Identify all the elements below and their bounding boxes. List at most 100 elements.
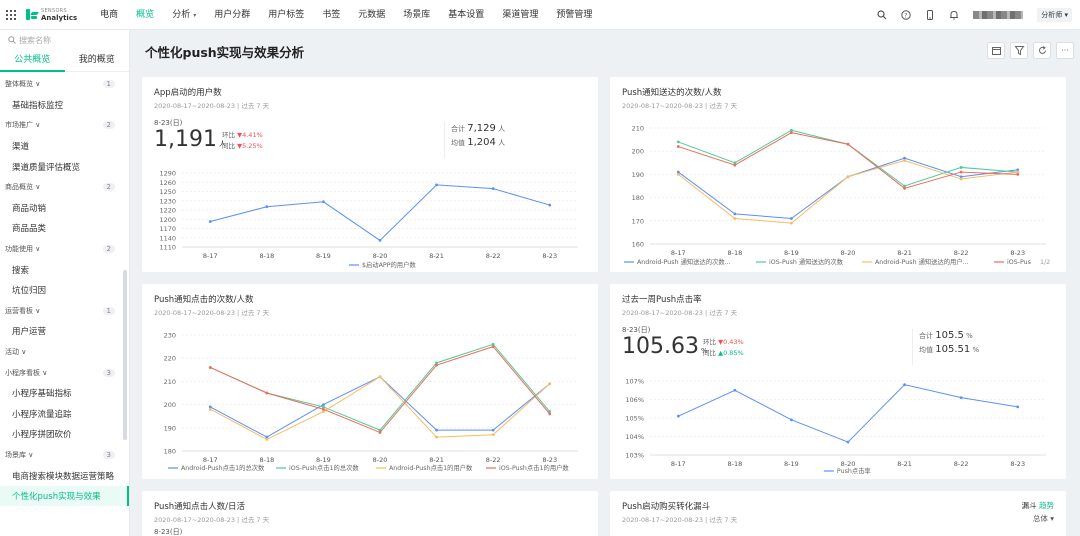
nav-item-5[interactable]: 书签	[313, 0, 349, 30]
x-tick-label: 8-17	[671, 460, 686, 468]
refresh-icon[interactable]	[1033, 42, 1051, 59]
more-icon[interactable]: ···	[1056, 42, 1074, 59]
sidebar-tabs: 公共概览 我的概览	[0, 50, 129, 72]
sidebar-group-label: 运营看板 ∨	[5, 306, 41, 315]
x-tick-label: 8-20	[841, 249, 856, 257]
search-icon[interactable]	[877, 10, 887, 20]
sidebar-group[interactable]: 场景库 ∨ 3	[0, 445, 129, 466]
nav-item-label: 分析	[172, 9, 191, 20]
nav-item-10[interactable]: 预警管理	[547, 0, 601, 30]
series-line	[677, 159, 1018, 224]
nav-item-8[interactable]: 基本设置	[439, 0, 493, 30]
data-point	[435, 183, 438, 187]
y-tick-label: 200	[164, 401, 176, 409]
comparison: 环比 ▼4.41% 同比 ▼5.25%	[222, 131, 263, 150]
data-point	[378, 239, 382, 242]
data-point	[435, 361, 438, 365]
data-point	[491, 433, 495, 437]
sidebar-group[interactable]: 小程序看板 ∨ 3	[0, 362, 129, 383]
chevron-down-icon: ▾	[193, 11, 197, 19]
y-tick-label: 1290	[159, 170, 176, 178]
sidebar-item[interactable]: 渠道	[12, 142, 30, 153]
card-app-start: App启动的用户数 2020-08-17~2020-08-23 | 过去 7 天…	[142, 77, 598, 272]
logo[interactable]: SENSORS Analytics	[26, 8, 77, 22]
calendar-icon[interactable]	[987, 42, 1005, 59]
sidebar-item[interactable]: 小程序流量追踪	[12, 409, 72, 420]
sidebar-item[interactable]: 基础指标监控	[12, 100, 64, 111]
bell-icon[interactable]	[949, 10, 959, 20]
funnel-view-tabs: 漏斗 趋势	[1022, 500, 1054, 511]
sidebar-group[interactable]: 市场推广 ∨ 2	[0, 115, 129, 136]
x-tick-label: 8-21	[897, 460, 912, 468]
sidebar-group[interactable]: 运营看板 ∨ 1	[0, 301, 129, 322]
sidebar-group-count: 3	[102, 450, 115, 459]
sidebar-group[interactable]: 活动 ∨	[0, 342, 129, 363]
y-tick-label: 1260	[159, 179, 176, 187]
sidebar-group[interactable]: 功能使用 ∨ 2	[0, 239, 129, 260]
sidebar-item[interactable]: 小程序拼团砍价	[12, 430, 72, 441]
nav-item-6[interactable]: 元数据	[349, 0, 394, 30]
svg-text:?: ?	[904, 13, 907, 20]
sidebar-group-count: 3	[102, 368, 115, 377]
sidebar-item[interactable]: 搜索	[12, 265, 30, 276]
legend-label: iOS-Push点击1的总次数	[289, 463, 359, 472]
sidebar-group[interactable]: 整体概览 ∨ 1	[0, 74, 129, 95]
nav-item-7[interactable]: 场景库	[394, 0, 439, 30]
sidebar-scrollbar[interactable]	[123, 270, 127, 440]
y-tick-label: 1220	[159, 207, 176, 215]
data-point	[790, 217, 793, 220]
sidebar-item[interactable]: 渠道质量评估概览	[12, 162, 81, 173]
data-point	[846, 175, 850, 179]
funnel-group-select[interactable]: 总体 ▾	[1032, 514, 1054, 523]
data-point	[733, 212, 737, 216]
card-subtitle: 2020-08-17~2020-08-23 | 过去 7 天	[154, 102, 270, 110]
sidebar: 搜索名称 公共概览 我的概览 整体概览 ∨ 1 基础指标监控市场推广 ∨ 2 渠道渠道质量…	[0, 30, 130, 536]
data-point	[265, 435, 269, 439]
data-point	[733, 217, 737, 220]
sidebar-item[interactable]: 电商搜索模块数据运营策略	[12, 471, 115, 482]
nav-item-1[interactable]: 概览	[127, 0, 163, 30]
series-line	[210, 184, 550, 242]
nav-item-3[interactable]: 用户分群	[205, 0, 259, 30]
nav-item-2[interactable]: 分析 ▾	[163, 0, 205, 30]
summary: 合计 105.5 % 均值 105.51 %	[912, 329, 979, 365]
tab-trend[interactable]: 趋势	[1039, 501, 1054, 510]
x-tick-label: 8-23	[1010, 460, 1025, 468]
mobile-icon[interactable]	[925, 10, 935, 20]
nav-item-4[interactable]: 用户标签	[259, 0, 313, 30]
sidebar-item[interactable]: 坑位归因	[12, 286, 47, 297]
data-point	[378, 431, 382, 434]
data-point	[491, 342, 495, 346]
nav-item-label: 用户标签	[268, 9, 305, 20]
user-role-badge[interactable]: 分析师 ▾	[1037, 8, 1072, 22]
tab-funnel[interactable]: 漏斗	[1021, 501, 1037, 510]
sidebar-group-count: 2	[102, 245, 115, 254]
x-tick-label: 8-23	[542, 252, 557, 260]
data-point	[733, 163, 737, 167]
tab-1[interactable]: 我的概览	[78, 54, 115, 65]
sidebar-item[interactable]: 个性化push实现与效果	[0, 485, 129, 507]
sidebar-search[interactable]: 搜索名称	[0, 30, 129, 50]
filter-icon[interactable]	[1010, 42, 1028, 59]
nav-item-0[interactable]: 电商	[91, 0, 127, 30]
big-number: 1,191 人	[154, 127, 226, 152]
sidebar-item[interactable]: 小程序基础指标	[12, 389, 72, 400]
help-icon[interactable]: ?	[901, 10, 911, 20]
data-point	[846, 142, 850, 146]
sidebar-item[interactable]: 商品动销	[12, 203, 47, 214]
y-tick-label: 1250	[159, 188, 176, 196]
sidebar-item[interactable]: 商品品类	[12, 224, 47, 235]
tab-0[interactable]: 公共概览	[0, 50, 65, 72]
sidebar-group[interactable]: 商品概览 ∨ 2	[0, 177, 129, 198]
y-tick-label: 190	[164, 424, 176, 432]
data-point	[903, 156, 906, 160]
y-tick-label: 106%	[625, 396, 644, 404]
nav-item-9[interactable]: 渠道管理	[493, 0, 547, 30]
y-tick-label: 107%	[625, 378, 644, 386]
data-point	[959, 396, 963, 400]
avatar[interactable]	[973, 11, 1024, 19]
app-grid-icon[interactable]	[6, 9, 16, 20]
data-point	[208, 220, 212, 223]
sidebar-item[interactable]: 用户运营	[12, 327, 47, 338]
data-point	[265, 391, 269, 395]
